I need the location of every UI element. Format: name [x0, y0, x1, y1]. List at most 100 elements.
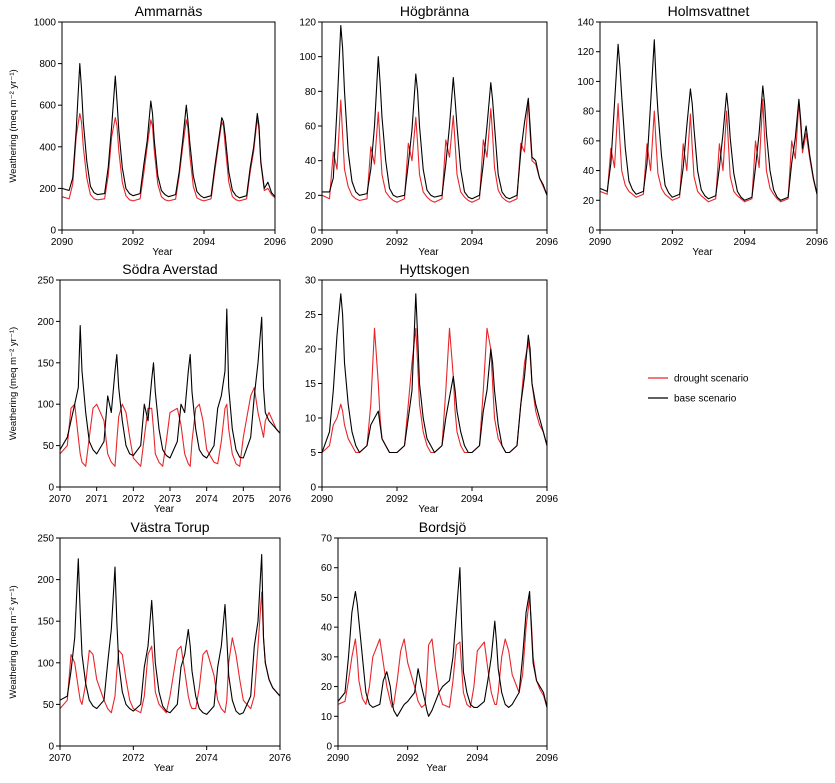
legend-label: drought scenario [674, 374, 749, 385]
y-tick-label: 10 [305, 414, 317, 425]
y-tick-label: 40 [305, 156, 317, 167]
y-axis-label: Weathering (meq m⁻² yr⁻¹) [8, 585, 19, 698]
y-tick-label: 0 [50, 226, 56, 237]
plot-frame [337, 537, 548, 747]
x-axis-label: Year [154, 504, 175, 515]
panel-sodra-averstad: Södra Averstad 0 50 100 150 200 250 2070 2071 207… [8, 261, 292, 515]
y-tick-label: 80 [305, 87, 317, 98]
x-tick-label: 2094 [461, 494, 484, 505]
series-line-base-scenario [59, 554, 281, 715]
y-tick-label: 100 [37, 658, 54, 669]
series-line-drought-scenario [337, 596, 548, 708]
y-tick-label: 0 [588, 226, 594, 237]
y-tick-label: 0 [310, 226, 316, 237]
series-line-base-scenario [322, 24, 548, 200]
legend: drought scenario base scenario [648, 374, 749, 405]
y-tick-label: 20 [321, 682, 333, 693]
panel-holmsvattnet: Holmsvattnet 0 20 40 60 80 100 120 140 2090 2092 20… [577, 3, 828, 258]
x-tick-label: 2070 [49, 753, 72, 764]
series-line-drought-scenario [61, 112, 276, 202]
y-tick-label: 400 [39, 142, 56, 153]
y-tick-label: 30 [321, 652, 333, 663]
y-tick-label: 20 [583, 196, 595, 207]
y-tick-label: 100 [37, 400, 54, 411]
plot-frame [59, 537, 281, 747]
x-tick-label: 2090 [311, 237, 334, 248]
x-tick-label: 2076 [269, 753, 292, 764]
x-tick-label: 2092 [122, 237, 145, 248]
x-tick-label: 2096 [264, 237, 287, 248]
y-tick-label: 120 [299, 18, 316, 29]
y-tick-label: 20 [305, 345, 317, 356]
y-tick-label: 0 [48, 483, 54, 494]
y-axis-label: Weathering (meq m⁻² yr⁻¹) [8, 69, 19, 182]
y-tick-label: 140 [577, 18, 594, 29]
y-tick-label: 100 [299, 52, 316, 63]
y-tick-label: 1000 [34, 18, 57, 29]
x-tick-label: 2076 [269, 494, 292, 505]
y-axis-label: Weathering (meq m⁻² yr⁻¹) [8, 327, 19, 440]
plot-frame [599, 21, 818, 231]
y-tick-label: 200 [39, 184, 56, 195]
panel-title: Holmsvattnet [668, 3, 750, 19]
x-tick-label: 2072 [122, 494, 145, 505]
y-tick-label: 10 [321, 712, 333, 723]
plot-frame [321, 279, 548, 488]
x-tick-label: 2092 [397, 753, 420, 764]
x-tick-label: 2094 [193, 237, 216, 248]
y-tick-label: 40 [583, 166, 595, 177]
y-tick-label: 800 [39, 59, 56, 70]
y-tick-label: 100 [577, 77, 594, 88]
y-tick-label: 60 [305, 122, 317, 133]
y-tick-label: 80 [583, 107, 595, 118]
panel-title: Bordsjö [419, 519, 467, 535]
panel-ammarnas: Ammarnäs 0 200 400 600 800 1000 2090 2092 2094 209… [8, 3, 287, 258]
y-tick-label: 120 [577, 47, 594, 58]
legend-label: base scenario [674, 394, 737, 405]
x-tick-label: 2090 [311, 494, 334, 505]
x-tick-label: 2094 [734, 237, 757, 248]
x-axis-label: Year [154, 763, 175, 774]
y-tick-label: 0 [326, 742, 332, 753]
series-line-drought-scenario [321, 327, 548, 454]
series-line-base-scenario [61, 63, 276, 199]
y-tick-label: 30 [305, 276, 317, 287]
x-axis-label: Year [418, 247, 439, 258]
x-tick-label: 2096 [536, 494, 559, 505]
panel-vastra-torup: Västra Torup 0 50 100 150 200 250 2070 2072 2074 2… [8, 519, 292, 774]
x-axis-label: Year [418, 504, 439, 515]
y-tick-label: 600 [39, 101, 56, 112]
y-tick-label: 20 [305, 191, 317, 202]
x-tick-label: 2070 [49, 494, 72, 505]
panel-hogbranna: Högbränna 0 20 40 60 80 100 120 2090 2092 2094 2096… [299, 3, 558, 258]
x-tick-label: 2094 [466, 753, 489, 764]
panel-title: Västra Torup [130, 519, 209, 535]
y-tick-label: 50 [43, 441, 55, 452]
y-tick-label: 50 [321, 593, 333, 604]
panel-title: Högbränna [400, 3, 469, 19]
x-tick-label: 2072 [122, 753, 145, 764]
x-tick-label: 2073 [159, 494, 182, 505]
series-line-drought-scenario [321, 99, 548, 203]
x-tick-label: 2074 [196, 494, 219, 505]
x-tick-label: 2075 [232, 494, 255, 505]
x-tick-label: 2096 [806, 237, 829, 248]
series-line-base-scenario [59, 308, 281, 459]
x-axis-label: Year [426, 763, 447, 774]
x-axis-label: Year [692, 247, 713, 258]
x-tick-label: 2092 [386, 237, 409, 248]
plot-frame [59, 279, 281, 488]
y-tick-label: 250 [37, 276, 54, 287]
x-tick-label: 2090 [589, 237, 612, 248]
y-tick-label: 200 [37, 317, 54, 328]
y-tick-label: 70 [321, 534, 333, 545]
y-tick-label: 200 [37, 575, 54, 586]
y-tick-label: 150 [37, 358, 54, 369]
series-line-base-scenario [599, 39, 818, 201]
y-tick-label: 250 [37, 534, 54, 545]
x-tick-label: 2096 [536, 753, 559, 764]
panel-hyttskogen: Hyttskogen 0 5 10 15 20 25 30 2090 2092 2094 2096 Ye… [305, 261, 559, 515]
y-tick-label: 50 [43, 700, 55, 711]
